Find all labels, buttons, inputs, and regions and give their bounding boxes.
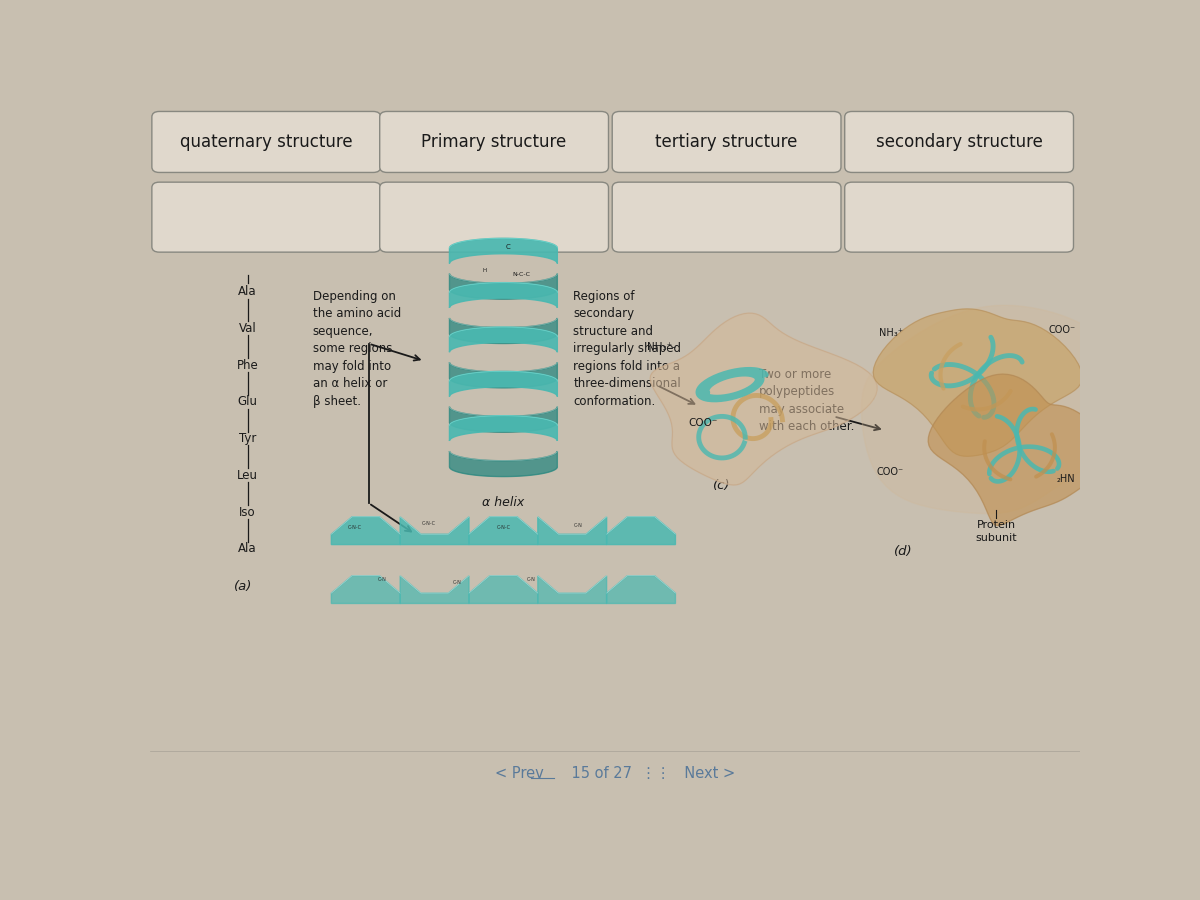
Polygon shape [538,517,607,544]
Text: H: H [482,268,487,274]
Text: (d): (d) [894,544,913,558]
Text: Primary structure: Primary structure [421,133,566,151]
Polygon shape [650,313,877,485]
Polygon shape [538,576,607,604]
FancyBboxPatch shape [152,112,380,173]
Polygon shape [331,576,400,604]
Polygon shape [450,451,557,477]
Polygon shape [469,517,538,544]
FancyBboxPatch shape [612,182,841,252]
Polygon shape [450,372,557,397]
Text: quaternary structure: quaternary structure [180,133,353,151]
Polygon shape [400,576,469,604]
Text: Val: Val [239,322,257,335]
Polygon shape [450,318,557,344]
Polygon shape [469,576,538,604]
Polygon shape [450,274,557,299]
Text: NH₃⁺-: NH₃⁺- [647,342,676,352]
Text: (c): (c) [713,479,731,491]
Text: Phe: Phe [236,358,258,372]
FancyBboxPatch shape [379,112,608,173]
FancyBboxPatch shape [379,182,608,252]
Text: C-N: C-N [378,577,386,581]
Polygon shape [929,374,1111,526]
Polygon shape [331,517,400,544]
FancyBboxPatch shape [845,182,1074,252]
Text: Two or more
polypeptides
may associate
with each other.: Two or more polypeptides may associate w… [760,368,854,434]
Text: C-N: C-N [452,580,461,584]
Text: COO⁻: COO⁻ [876,467,904,477]
Text: Ala: Ala [239,285,257,298]
Text: ₂HN: ₂HN [1057,473,1075,484]
Polygon shape [450,238,557,264]
FancyBboxPatch shape [612,112,841,173]
Text: C-N: C-N [527,577,535,581]
Polygon shape [450,416,557,441]
Text: Glu: Glu [238,395,258,409]
Text: NH₃⁺: NH₃⁺ [880,328,904,338]
Polygon shape [450,363,557,388]
Text: C-N: C-N [574,523,582,527]
FancyBboxPatch shape [845,112,1074,173]
Polygon shape [607,517,676,544]
Text: Depending on
the amino acid
sequence,
some regions
may fold into
an α helix or
β: Depending on the amino acid sequence, so… [313,290,401,408]
Text: secondary structure: secondary structure [876,133,1043,151]
Polygon shape [400,517,469,544]
Polygon shape [862,305,1159,514]
Text: C: C [505,244,510,249]
Text: Protein
subunit: Protein subunit [976,520,1018,543]
Text: C-N-C: C-N-C [497,525,510,530]
Polygon shape [450,283,557,308]
Text: N-C-C: N-C-C [512,272,530,277]
Text: COO⁻: COO⁻ [1049,325,1075,335]
Text: < Prev      15 of 27  ⋮⋮   Next >: < Prev 15 of 27 ⋮⋮ Next > [494,766,736,781]
Polygon shape [874,309,1082,456]
Text: COO⁻: COO⁻ [688,418,718,428]
Text: α helix: α helix [482,496,524,509]
Text: Ala: Ala [239,542,257,555]
Polygon shape [607,576,676,604]
Text: Regions of
secondary
structure and
irregularly shaped
regions fold into a
three-: Regions of secondary structure and irreg… [574,290,682,408]
Text: Iso: Iso [239,506,256,518]
Text: C-N-C: C-N-C [348,525,361,530]
Polygon shape [450,327,557,352]
Text: Tyr: Tyr [239,432,257,446]
Text: (a): (a) [234,580,252,593]
Polygon shape [450,407,557,432]
Text: Leu: Leu [238,469,258,482]
FancyBboxPatch shape [152,182,380,252]
Text: C-N-C: C-N-C [422,521,436,526]
Text: tertiary structure: tertiary structure [655,133,798,151]
